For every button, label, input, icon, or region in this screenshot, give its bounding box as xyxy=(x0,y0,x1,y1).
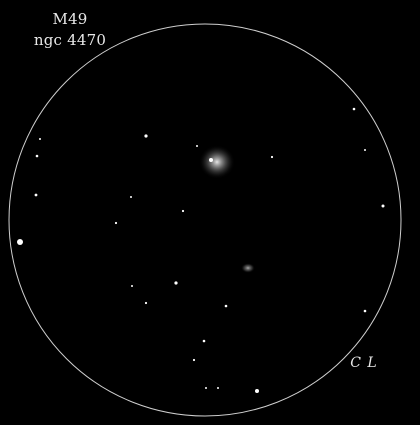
star xyxy=(381,204,385,208)
star xyxy=(181,209,185,213)
galaxy-m49-core-star xyxy=(209,158,213,162)
star xyxy=(270,155,274,159)
star xyxy=(217,387,219,389)
star xyxy=(144,301,148,305)
star xyxy=(363,309,367,313)
star xyxy=(144,134,148,138)
star xyxy=(114,221,118,225)
eyepiece-field-circle xyxy=(8,23,402,417)
object-title: M49 xyxy=(52,10,88,28)
star xyxy=(196,145,198,147)
artist-signature: C L xyxy=(350,355,378,371)
star xyxy=(255,389,259,393)
star xyxy=(202,339,206,343)
galaxy-ngc-4470-glow xyxy=(241,263,255,273)
object-catalog-id: ngc 4470 xyxy=(33,31,107,49)
star xyxy=(352,107,356,111)
star xyxy=(364,149,366,151)
star xyxy=(39,138,41,140)
star xyxy=(130,196,132,198)
star xyxy=(35,154,39,158)
star xyxy=(192,358,196,362)
star xyxy=(224,304,228,308)
star xyxy=(131,285,133,287)
galaxy-m49-glow xyxy=(199,145,235,179)
star xyxy=(17,239,23,245)
star xyxy=(205,387,207,389)
star xyxy=(174,281,178,285)
star xyxy=(34,193,38,197)
star-field xyxy=(17,107,385,393)
